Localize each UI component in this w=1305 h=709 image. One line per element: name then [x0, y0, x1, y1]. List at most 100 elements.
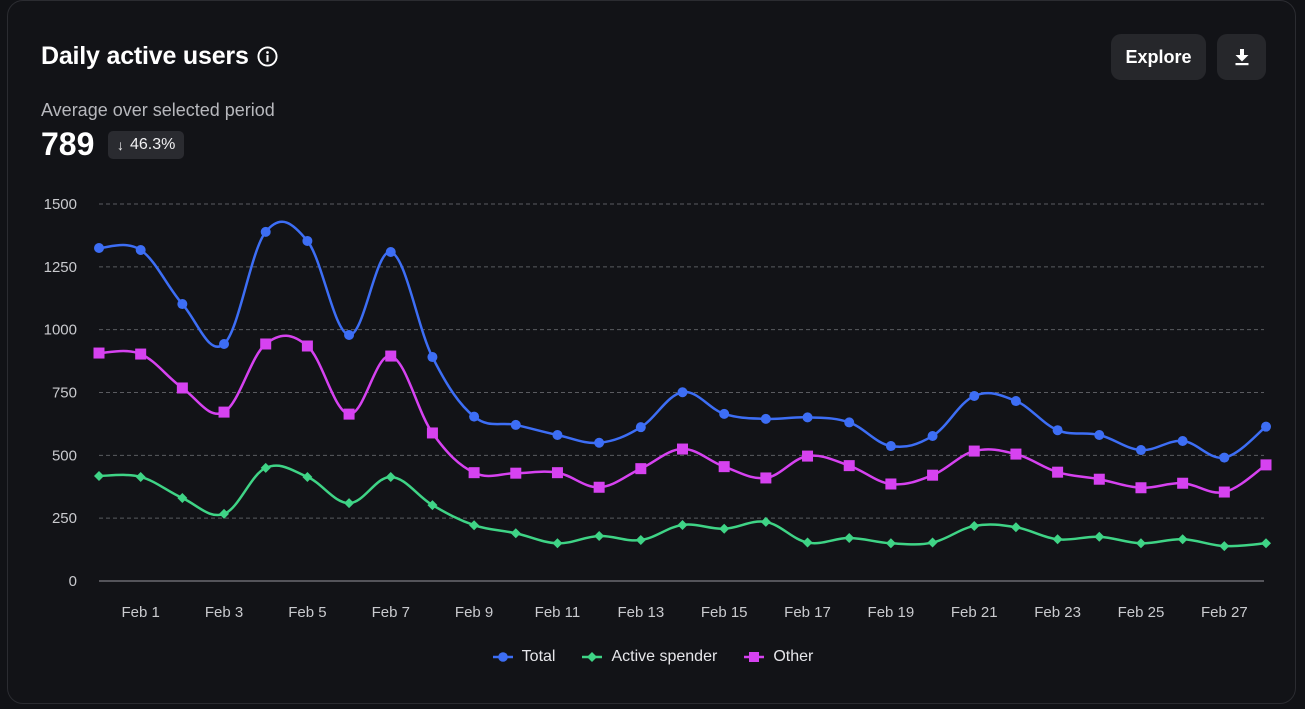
- data-point: [760, 472, 772, 484]
- data-point: [94, 242, 104, 253]
- x-tick-label: Feb 15: [701, 604, 748, 621]
- data-point: [260, 338, 272, 350]
- data-point: [93, 347, 105, 359]
- metric-caption: Average over selected period: [41, 100, 275, 120]
- data-point: [260, 462, 271, 473]
- data-point: [635, 535, 646, 546]
- data-point: [677, 519, 688, 530]
- x-tick-label: Feb 27: [1201, 604, 1248, 621]
- data-point: [1010, 522, 1021, 533]
- data-point: [385, 247, 396, 258]
- data-point: [677, 387, 688, 398]
- chart-title-text: Daily active users: [41, 42, 249, 70]
- chart-title: Daily active users: [41, 42, 278, 71]
- series-active-spender: [94, 462, 1271, 552]
- x-tick-label: Feb 21: [951, 604, 998, 621]
- data-point: [1218, 486, 1230, 498]
- legend-item-other[interactable]: Other: [743, 648, 813, 666]
- x-tick-label: Feb 7: [372, 604, 410, 621]
- explore-button[interactable]: Explore: [1111, 34, 1206, 80]
- data-point: [302, 471, 313, 482]
- x-tick-label: Feb 9: [455, 604, 493, 621]
- data-point: [969, 391, 980, 402]
- data-point: [551, 467, 563, 479]
- data-point: [760, 516, 771, 527]
- chart-card: [7, 0, 1296, 704]
- change-value: 46.3%: [130, 136, 176, 153]
- y-tick-label: 1250: [44, 259, 77, 276]
- info-circle-icon[interactable]: [257, 46, 278, 67]
- x-tick-label: Feb 17: [784, 604, 831, 621]
- data-point: [385, 350, 397, 362]
- data-point: [552, 429, 563, 440]
- y-axis: 0 250 500 750 1000 1250 1500: [44, 196, 77, 590]
- data-point: [802, 537, 813, 548]
- data-point: [802, 412, 813, 423]
- data-point: [843, 460, 855, 472]
- data-point: [135, 348, 147, 360]
- data-point: [635, 463, 647, 475]
- legend-label-other: Other: [773, 648, 814, 665]
- data-point: [885, 441, 896, 452]
- data-point: [344, 498, 355, 509]
- x-tick-label: Feb 11: [535, 604, 581, 621]
- y-tick-label: 500: [52, 447, 77, 464]
- data-point: [968, 445, 980, 457]
- data-point: [885, 478, 897, 490]
- data-point: [302, 235, 313, 246]
- data-point: [343, 408, 355, 420]
- data-point: [719, 408, 730, 419]
- data-point: [844, 533, 855, 544]
- data-point: [635, 422, 646, 433]
- data-point: [1219, 452, 1230, 463]
- legend-item-total[interactable]: Total: [492, 648, 555, 666]
- data-point: [1135, 445, 1146, 456]
- data-point: [219, 338, 230, 349]
- data-point: [927, 469, 939, 481]
- y-tick-label: 250: [52, 510, 77, 527]
- data-point: [427, 352, 438, 363]
- data-point: [94, 470, 104, 481]
- data-point: [469, 520, 480, 531]
- data-point: [552, 538, 563, 549]
- legend-item-active-spender[interactable]: Active spender: [581, 648, 717, 666]
- data-point: [426, 427, 438, 439]
- data-point: [1261, 421, 1271, 432]
- data-point: [802, 450, 814, 462]
- x-tick-label: Feb 5: [288, 604, 326, 621]
- data-point: [1260, 459, 1272, 471]
- data-point: [1052, 466, 1064, 478]
- y-tick-label: 1500: [44, 196, 77, 213]
- series-layer: [93, 220, 1272, 552]
- data-point: [468, 467, 480, 479]
- data-point: [1177, 534, 1188, 545]
- data-point: [177, 493, 188, 504]
- data-point: [1052, 534, 1063, 545]
- square-marker-icon: [744, 652, 765, 662]
- download-button[interactable]: [1217, 34, 1266, 80]
- data-point: [385, 471, 396, 482]
- data-point: [135, 471, 146, 482]
- y-tick-label: 1000: [44, 322, 77, 339]
- data-point: [594, 437, 605, 448]
- data-point: [927, 430, 938, 441]
- data-point: [760, 413, 771, 424]
- data-point: [1261, 538, 1271, 549]
- data-point: [510, 467, 522, 479]
- data-point: [885, 538, 896, 549]
- data-point: [510, 528, 521, 539]
- arrow-down-icon: ↓: [117, 137, 124, 153]
- diamond-marker-icon: [582, 652, 603, 662]
- data-point: [1135, 538, 1146, 549]
- x-tick-label: Feb 25: [1118, 604, 1165, 621]
- data-point: [260, 226, 271, 237]
- change-badge: ↓ 46.3%: [108, 131, 185, 159]
- data-point: [177, 299, 188, 310]
- x-axis: Feb 1 Feb 3 Feb 5 Feb 7 Feb 9 Feb 11 Feb 13 Feb…: [121, 604, 1247, 621]
- download-icon: [1235, 49, 1248, 66]
- x-tick-label: Feb 13: [617, 604, 664, 621]
- data-point: [427, 500, 438, 511]
- data-point: [594, 531, 605, 542]
- data-point: [219, 508, 230, 519]
